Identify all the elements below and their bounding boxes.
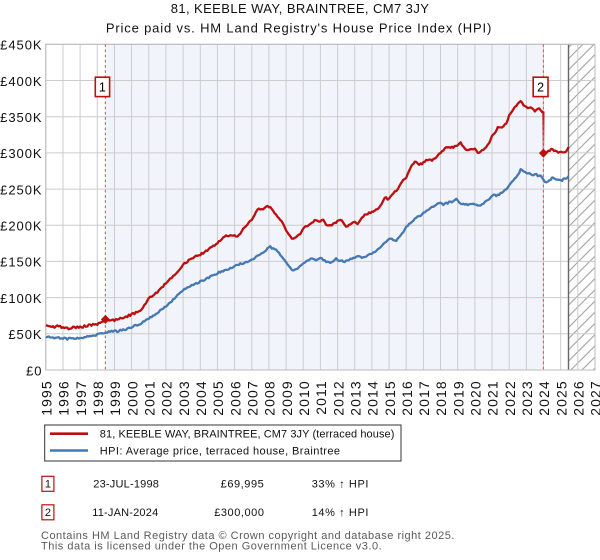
svg-text:£150K: £150K (0, 255, 42, 270)
svg-text:2002: 2002 (159, 380, 175, 416)
svg-text:2005: 2005 (210, 380, 226, 416)
svg-text:2026: 2026 (571, 380, 587, 416)
svg-text:2018: 2018 (433, 380, 449, 416)
svg-text:2016: 2016 (399, 380, 415, 416)
svg-text:£69,995: £69,995 (221, 479, 265, 491)
svg-text:1: 1 (45, 479, 51, 491)
svg-text:2003: 2003 (176, 380, 192, 416)
svg-text:2021: 2021 (485, 380, 501, 416)
svg-text:2006: 2006 (227, 380, 243, 416)
svg-text:2017: 2017 (416, 380, 432, 416)
svg-text:£450K: £450K (0, 38, 42, 53)
svg-text:2010: 2010 (296, 380, 312, 416)
svg-text:£50K: £50K (8, 327, 42, 342)
svg-text:£400K: £400K (0, 74, 42, 89)
svg-text:2: 2 (537, 80, 544, 94)
svg-text:2001: 2001 (142, 380, 158, 416)
svg-text:£300K: £300K (0, 146, 42, 161)
svg-text:2022: 2022 (502, 380, 518, 416)
svg-text:2025: 2025 (553, 380, 569, 416)
svg-text:1998: 1998 (90, 380, 106, 416)
svg-text:£200K: £200K (0, 219, 42, 234)
svg-text:HPI: Average price, terraced h: HPI: Average price, terraced house, Brai… (100, 445, 341, 457)
svg-text:2004: 2004 (193, 380, 209, 416)
svg-text:1: 1 (99, 80, 106, 94)
svg-text:2009: 2009 (279, 380, 295, 416)
svg-text:2: 2 (45, 507, 51, 519)
svg-text:£300,000: £300,000 (214, 507, 264, 519)
svg-text:2013: 2013 (347, 380, 363, 416)
svg-text:£100K: £100K (0, 291, 42, 306)
svg-text:2007: 2007 (244, 380, 260, 416)
svg-text:2011: 2011 (313, 380, 329, 415)
svg-text:2000: 2000 (124, 380, 140, 416)
svg-text:81, KEEBLE WAY, BRAINTREE, CM7: 81, KEEBLE WAY, BRAINTREE, CM7 3JY (171, 1, 430, 16)
svg-text:£350K: £350K (0, 110, 42, 125)
svg-text:2020: 2020 (468, 380, 484, 416)
svg-text:1995: 1995 (39, 380, 55, 416)
svg-text:£250K: £250K (0, 182, 42, 197)
svg-text:11-JAN-2024: 11-JAN-2024 (92, 507, 158, 519)
svg-text:2027: 2027 (588, 380, 600, 416)
svg-text:2015: 2015 (382, 380, 398, 416)
svg-text:This data is licensed under th: This data is licensed under the Open Gov… (41, 540, 382, 552)
svg-text:33% ↑ HPI: 33% ↑ HPI (312, 479, 369, 491)
svg-text:2014: 2014 (365, 380, 381, 416)
svg-text:2012: 2012 (330, 380, 346, 416)
svg-text:1996: 1996 (56, 380, 72, 416)
svg-text:£0: £0 (26, 363, 42, 378)
svg-text:14% ↑ HPI: 14% ↑ HPI (312, 507, 369, 519)
svg-text:1999: 1999 (107, 380, 123, 416)
svg-text:2023: 2023 (519, 380, 535, 416)
svg-text:2008: 2008 (262, 380, 278, 416)
svg-text:1997: 1997 (73, 380, 89, 416)
svg-text:2024: 2024 (536, 380, 552, 416)
svg-text:23-JUL-1998: 23-JUL-1998 (93, 479, 159, 491)
svg-text:81, KEEBLE WAY, BRAINTREE, CM7: 81, KEEBLE WAY, BRAINTREE, CM7 3JY (terr… (100, 429, 395, 441)
svg-text:Contains HM Land Registry data: Contains HM Land Registry data © Crown c… (41, 530, 455, 542)
svg-text:2019: 2019 (450, 380, 466, 416)
svg-text:Price paid vs. HM Land Registr: Price paid vs. HM Land Registry's House … (106, 21, 492, 36)
